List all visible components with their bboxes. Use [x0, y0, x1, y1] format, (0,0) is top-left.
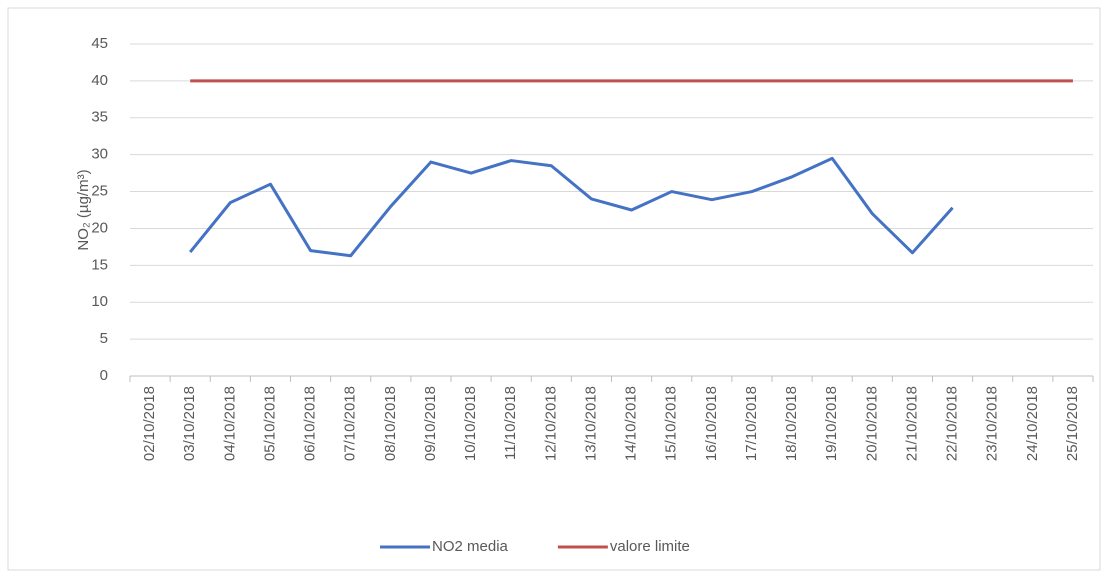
x-tick-label: 04/10/2018: [221, 386, 238, 461]
x-tick-label: 09/10/2018: [422, 386, 439, 461]
x-tick-label: 19/10/2018: [823, 386, 840, 461]
y-tick-label: 0: [100, 367, 108, 384]
x-tick-label: 03/10/2018: [181, 386, 198, 461]
y-tick-label: 20: [91, 219, 108, 236]
x-tick-label: 18/10/2018: [783, 386, 800, 461]
y-tick-label: 10: [91, 293, 108, 310]
x-tick-label: 12/10/2018: [542, 386, 559, 461]
x-tick-label: 07/10/2018: [342, 386, 359, 461]
x-tick-label: 22/10/2018: [944, 386, 961, 461]
x-tick-label: 08/10/2018: [382, 386, 399, 461]
y-tick-label: 25: [91, 183, 108, 200]
x-tick-label: 20/10/2018: [863, 386, 880, 461]
x-tick-label: 05/10/2018: [261, 386, 278, 461]
x-tick-label: 21/10/2018: [903, 386, 920, 461]
series-line: [189, 156, 954, 258]
legend-label: valore limite: [610, 538, 690, 555]
x-tick-label: 17/10/2018: [743, 386, 760, 461]
y-tick-label: 45: [91, 35, 108, 52]
x-tick-label: 15/10/2018: [663, 386, 680, 461]
y-tick-label: 15: [91, 256, 108, 273]
y-tick-label: 5: [100, 330, 108, 347]
x-tick-label: 24/10/2018: [1024, 386, 1041, 461]
y-axis-label: NO₂ (µg/m³): [75, 169, 92, 250]
y-tick-label: 30: [91, 146, 108, 163]
y-tick-label: 40: [91, 72, 108, 89]
x-tick-label: 14/10/2018: [623, 386, 640, 461]
x-tick-label: 23/10/2018: [984, 386, 1001, 461]
x-tick-label: 10/10/2018: [462, 386, 479, 461]
x-tick-label: 02/10/2018: [141, 386, 158, 461]
x-tick-label: 13/10/2018: [582, 386, 599, 461]
x-tick-label: 06/10/2018: [302, 386, 319, 461]
y-tick-label: 35: [91, 109, 108, 126]
x-tick-label: 16/10/2018: [703, 386, 720, 461]
chart-border: [7, 7, 1101, 571]
legend-label: NO2 media: [432, 538, 509, 555]
x-tick-label: 25/10/2018: [1064, 386, 1081, 461]
x-tick-label: 11/10/2018: [502, 386, 519, 460]
